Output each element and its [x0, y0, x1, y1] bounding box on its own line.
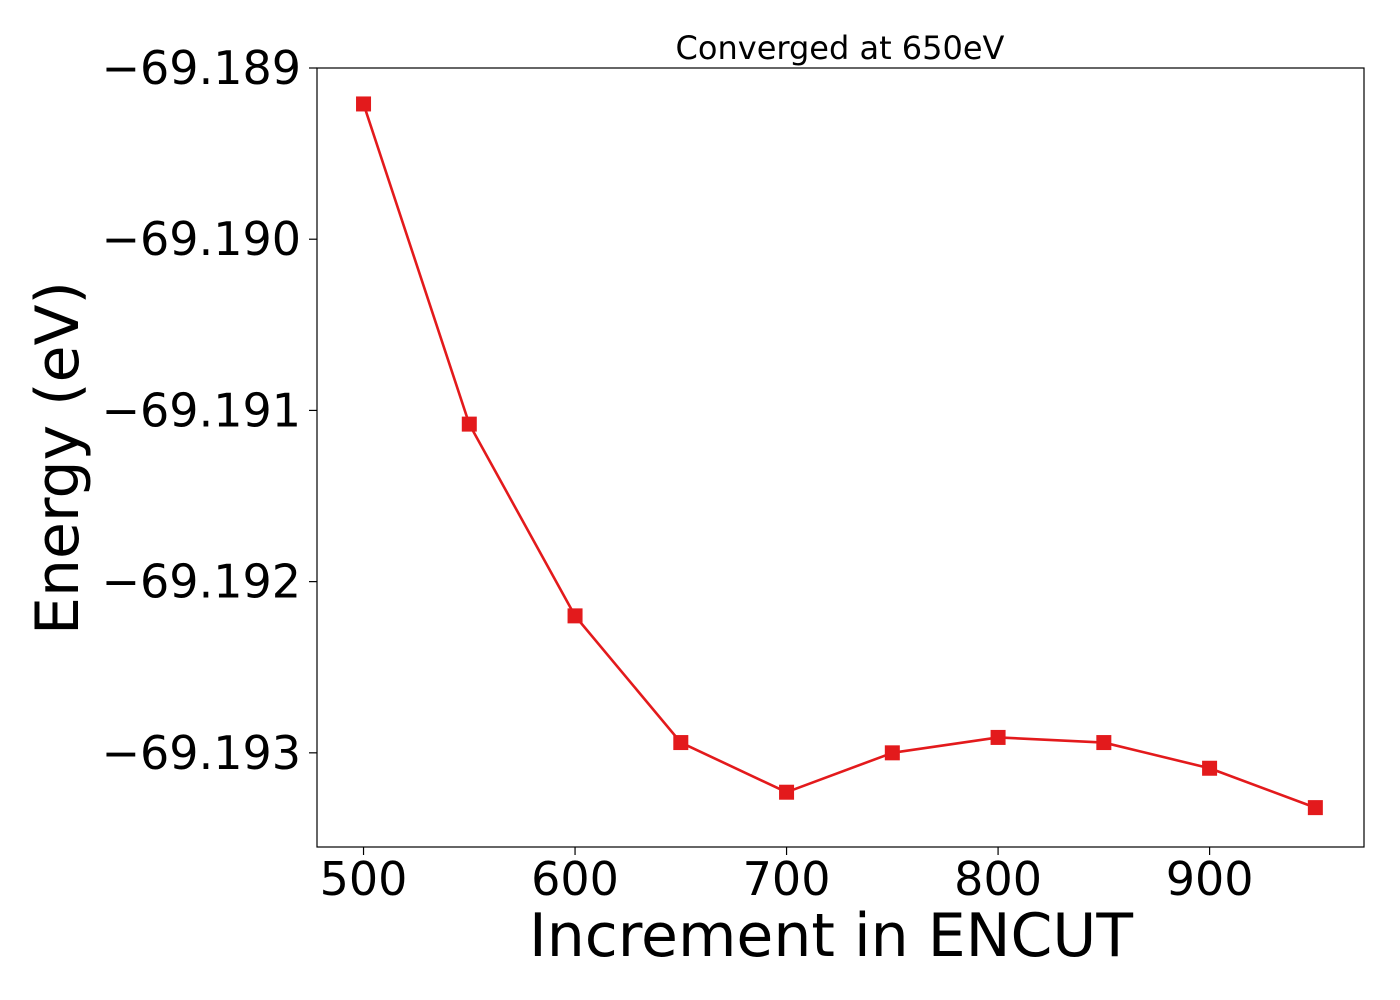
data-point — [567, 608, 583, 624]
x-tick-label: 900 — [1166, 852, 1254, 906]
plot-area — [316, 67, 1365, 848]
data-point — [1096, 735, 1112, 751]
x-tick-label: 500 — [320, 852, 408, 906]
data-point — [673, 735, 689, 751]
series-layer — [356, 96, 1323, 816]
data-point — [990, 729, 1006, 745]
plot-frame — [316, 67, 1365, 848]
y-tick-label: −69.191 — [102, 383, 302, 437]
data-point — [461, 416, 477, 432]
data-point — [779, 784, 795, 800]
data-point — [884, 745, 900, 761]
x-tick-label: 600 — [531, 852, 619, 906]
y-tick-label: −69.192 — [102, 555, 302, 609]
y-tick-label: −69.190 — [102, 212, 302, 266]
x-axis: 500 600 700 800 900 — [320, 847, 1254, 906]
chart-title: Converged at 650eV — [676, 29, 1005, 67]
y-tick-label: −69.193 — [102, 726, 302, 780]
y-axis-label: Energy (eV) — [23, 281, 93, 635]
data-point — [356, 96, 372, 112]
series-line — [362, 103, 1316, 809]
data-point — [1202, 760, 1218, 776]
x-axis-label: Increment in ENCUT — [529, 901, 1133, 971]
x-tick-label: 800 — [954, 852, 1042, 906]
x-tick-label: 700 — [743, 852, 831, 906]
y-axis: −69.189 −69.190 −69.191 −69.192 −69.193 — [102, 41, 317, 780]
data-point — [1307, 800, 1323, 816]
y-tick-label: −69.189 — [102, 41, 302, 95]
